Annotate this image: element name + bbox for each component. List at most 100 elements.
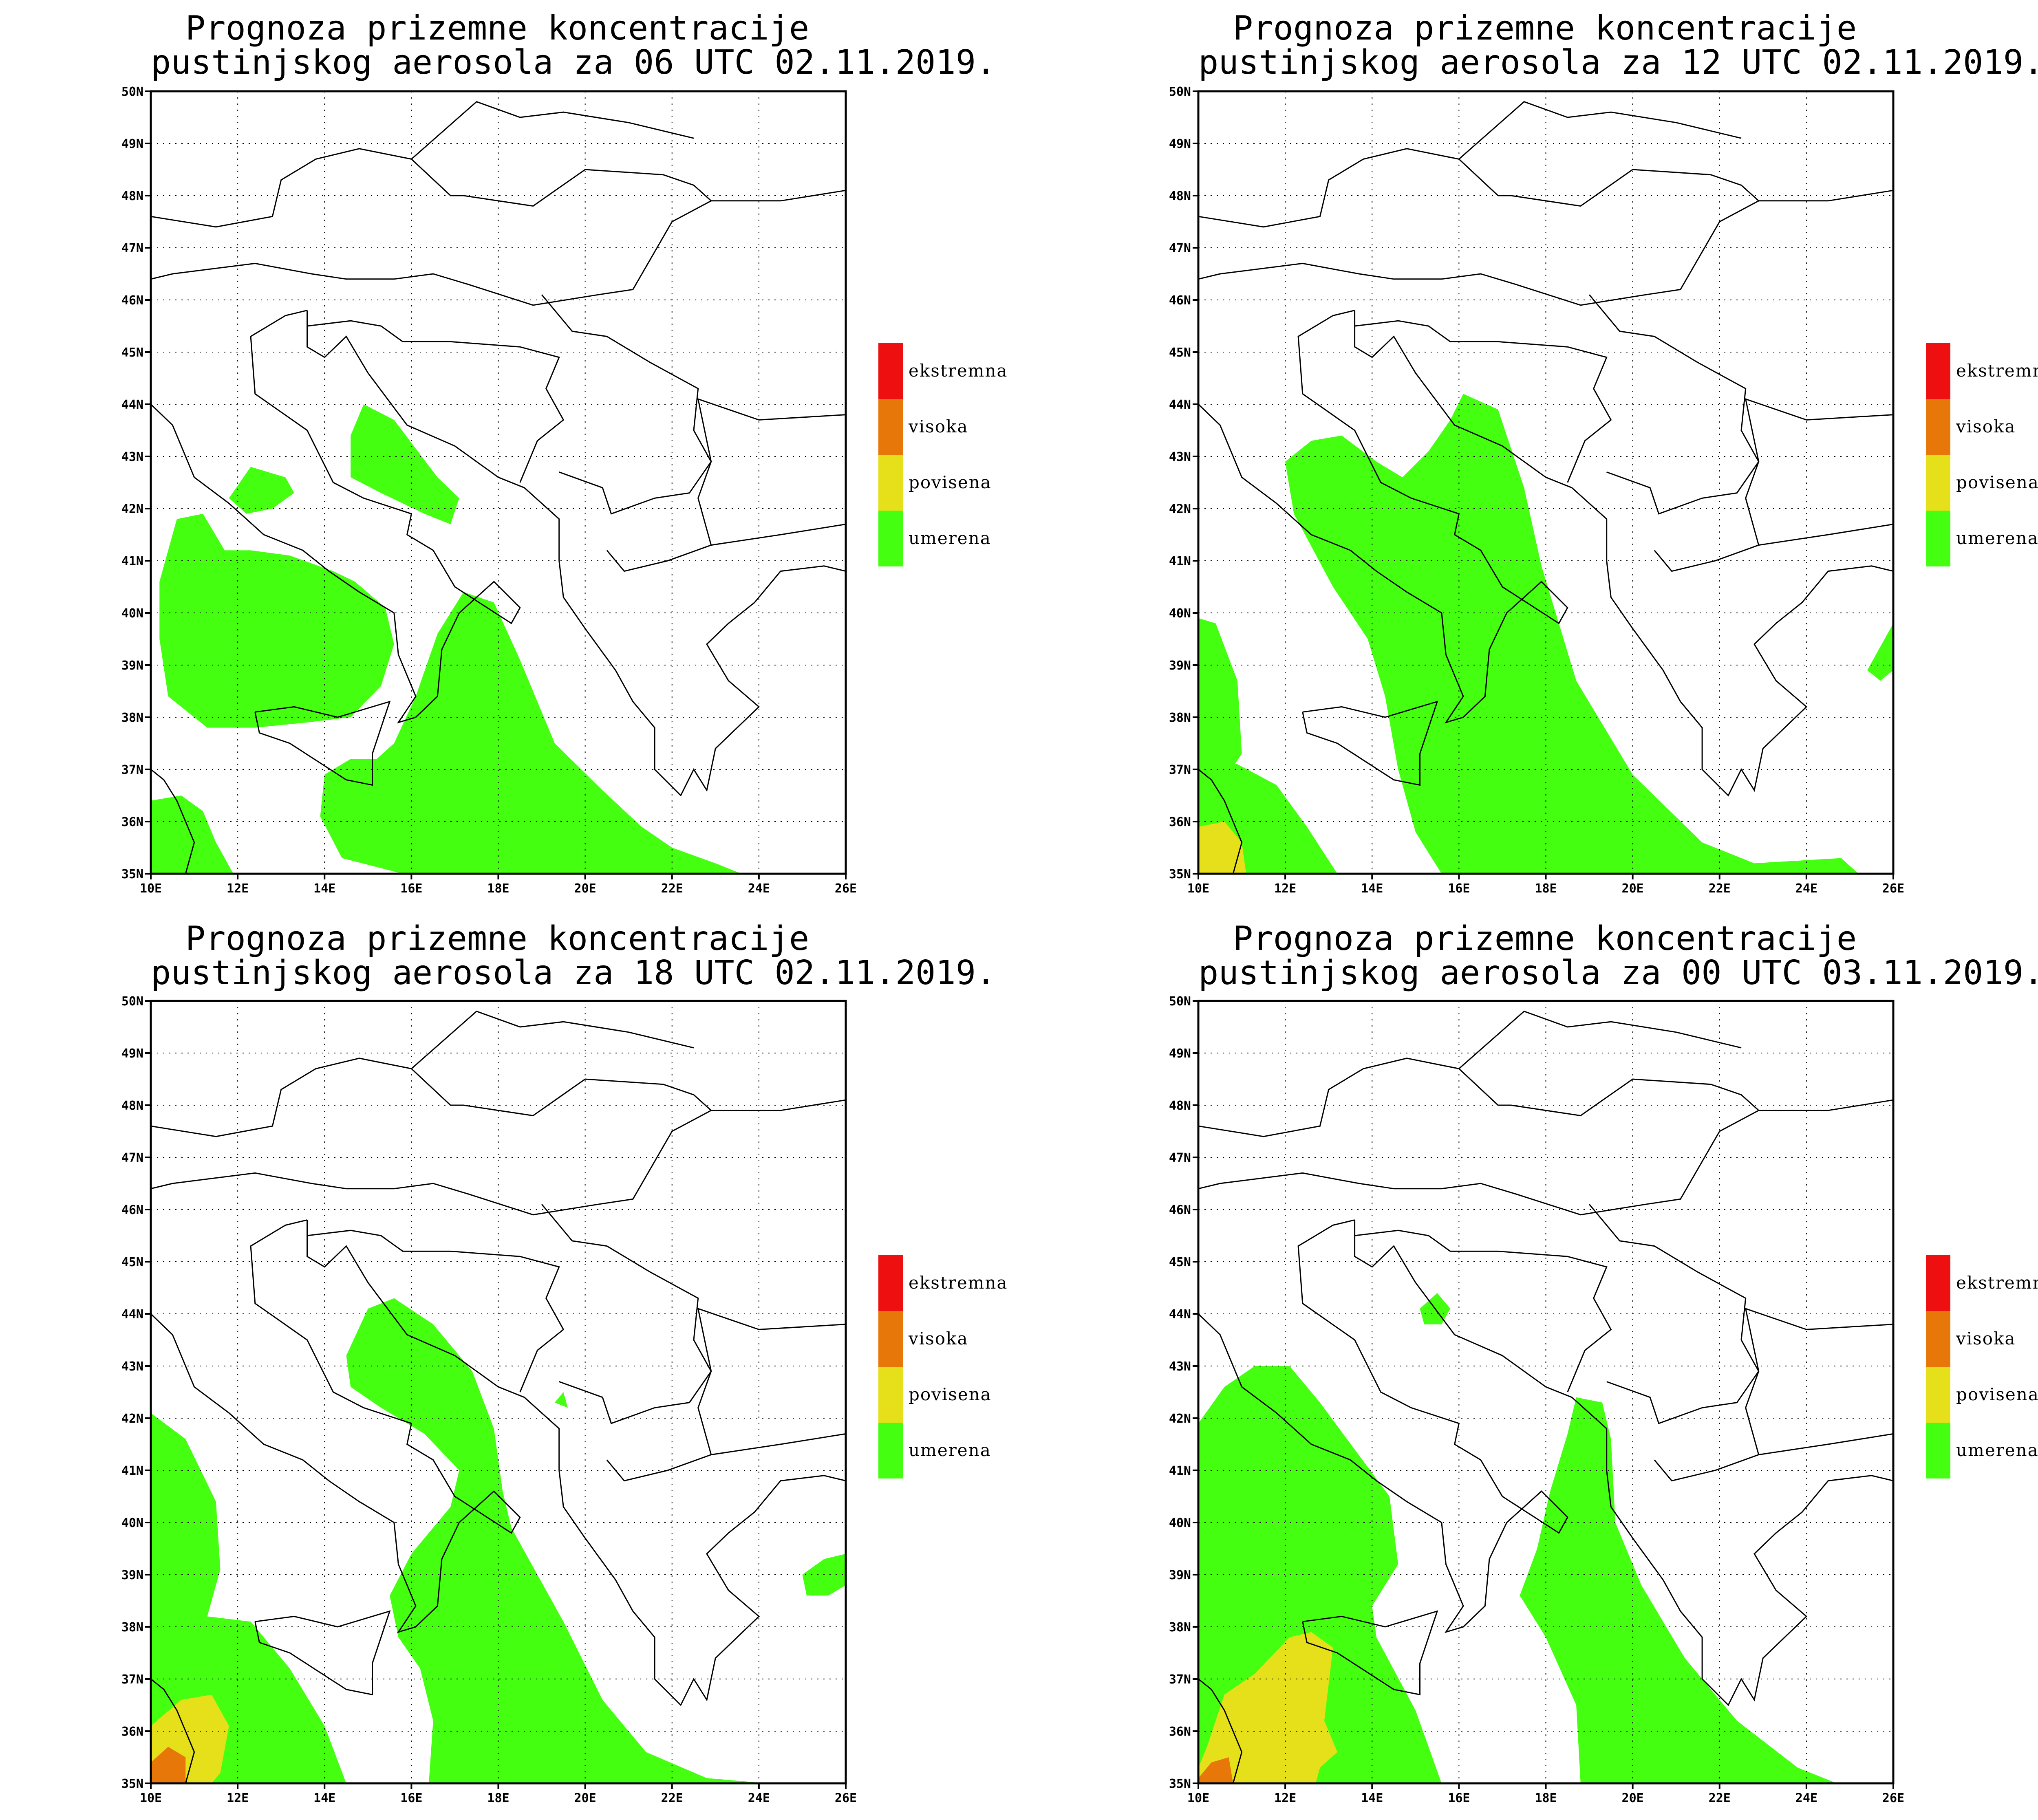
lat-tick-label: 47N <box>1169 241 1191 256</box>
lat-tick-label: 46N <box>1169 293 1191 308</box>
legend-swatch-ekstremna <box>1926 343 1950 399</box>
legend-swatch-visoka <box>878 1311 903 1367</box>
lat-tick-label: 48N <box>1169 1099 1191 1113</box>
legend-label-umerena: umerena <box>909 528 991 548</box>
map-outline <box>1458 1010 1742 1069</box>
lat-tick-label: 49N <box>121 137 143 151</box>
concentration-map: 10E 12E 14E 16E 18E 20E 22E 24E 26E 35N 36N 37N 38N 3… <box>1169 994 1904 1805</box>
legend: ekstremna visoka povisena umerena <box>1926 343 2038 571</box>
lat-tick-label: 44N <box>121 398 143 412</box>
map-outline <box>411 1010 694 1069</box>
lon-tick-label: 10E <box>140 881 162 896</box>
legend-label-povisena: povisena <box>1956 472 2038 492</box>
lon-tick-label: 22E <box>661 881 683 896</box>
concentration-area <box>555 1392 568 1408</box>
legend-label-umerena: umerena <box>1956 528 2038 548</box>
lat-tick-label: 47N <box>121 1151 143 1165</box>
title-line-2: pustinjskog aerosola za 06 UTC 02.11.201… <box>151 43 996 82</box>
lat-tick-label: 41N <box>121 554 143 568</box>
concentration-area <box>1867 623 1893 681</box>
legend-label-ekstremna: ekstremna <box>1956 1273 2038 1293</box>
map-outline <box>307 1220 846 1706</box>
lat-tick-label: 41N <box>121 1464 143 1478</box>
lat-tick-label: 37N <box>1169 1672 1191 1687</box>
lon-tick-label: 22E <box>1709 881 1731 896</box>
map-outline <box>541 294 712 515</box>
map-outline <box>697 398 846 546</box>
map-outline <box>1654 1433 1894 1482</box>
lat-tick-label: 42N <box>121 1412 143 1426</box>
lat-tick-label: 43N <box>121 450 143 464</box>
map-outline <box>1198 310 1568 724</box>
lon-tick-label: 12E <box>1274 881 1296 896</box>
map-outline <box>711 189 846 202</box>
lat-tick-label: 35N <box>1169 867 1191 881</box>
lat-tick-label: 45N <box>121 1255 143 1269</box>
lat-tick-label: 50N <box>1169 994 1191 1009</box>
legend: ekstremna visoka povisena umerena <box>1926 1255 2038 1483</box>
map-outline <box>150 1058 712 1216</box>
lon-tick-label: 24E <box>748 1791 770 1805</box>
lat-tick-label: 49N <box>1169 137 1191 151</box>
map-outline <box>150 1678 195 1784</box>
lat-tick-label: 48N <box>121 1099 143 1113</box>
legend-swatch-povisena <box>1926 1367 1950 1423</box>
map-outline <box>541 1204 712 1424</box>
lat-tick-label: 47N <box>121 241 143 256</box>
legend-label-ekstremna: ekstremna <box>1956 361 2038 381</box>
map-outline <box>1745 398 1894 546</box>
lon-tick-label: 16E <box>1448 1791 1470 1805</box>
lon-tick-label: 10E <box>1187 881 1209 896</box>
lon-tick-label: 18E <box>1535 881 1557 896</box>
legend-swatch-umerena <box>878 1423 903 1478</box>
lat-tick-label: 38N <box>1169 711 1191 725</box>
map-outline <box>1758 1099 1894 1111</box>
map-outline <box>150 1219 521 1633</box>
legend-swatch-visoka <box>878 399 903 455</box>
title-line-1: Prognoza prizemne koncentracije <box>185 9 809 48</box>
lat-tick-label: 35N <box>121 867 143 881</box>
lon-tick-label: 20E <box>574 1791 596 1805</box>
lat-tick-label: 37N <box>121 1672 143 1687</box>
lon-tick-label: 16E <box>1448 881 1470 896</box>
lat-tick-label: 35N <box>1169 1777 1191 1791</box>
legend-label-povisena: povisena <box>909 472 992 492</box>
lon-tick-label: 14E <box>313 1791 335 1805</box>
lon-tick-label: 20E <box>574 881 596 896</box>
map-outline <box>1198 769 1243 874</box>
lat-tick-label: 44N <box>121 1307 143 1322</box>
legend-label-umerena: umerena <box>1956 1440 2038 1460</box>
lon-tick-label: 22E <box>661 1791 683 1805</box>
lat-tick-label: 44N <box>1169 1307 1191 1322</box>
legend-swatch-ekstremna <box>878 343 903 399</box>
map-outline <box>1588 294 1760 515</box>
lat-tick-label: 37N <box>121 763 143 777</box>
lon-tick-label: 20E <box>1622 881 1644 896</box>
lat-tick-label: 36N <box>1169 815 1191 829</box>
lat-tick-label: 45N <box>1169 1255 1191 1269</box>
legend-label-visoka: visoka <box>1956 1329 2016 1348</box>
map-outline <box>606 523 846 572</box>
lat-tick-label: 49N <box>121 1047 143 1061</box>
map-outline <box>150 769 195 874</box>
map-outline <box>1654 523 1894 572</box>
legend-label-visoka: visoka <box>909 416 968 436</box>
map-outline <box>1198 1058 1760 1216</box>
lon-tick-label: 24E <box>1795 1791 1817 1805</box>
legend-swatch-povisena <box>878 455 903 511</box>
lat-tick-label: 39N <box>121 659 143 673</box>
map-outline <box>307 1229 565 1393</box>
legend-label-povisena: povisena <box>909 1384 992 1404</box>
lon-tick-label: 24E <box>748 881 770 896</box>
concentration-area <box>351 404 459 524</box>
legend-swatch-povisena <box>878 1367 903 1423</box>
lat-tick-label: 45N <box>121 346 143 360</box>
lat-tick-label: 39N <box>121 1568 143 1582</box>
map-outline <box>254 1610 391 1696</box>
lat-tick-label: 45N <box>1169 346 1191 360</box>
concentration-map: 10E 12E 14E 16E 18E 20E 22E 24E 26E 35N 36N 37N 38N 3… <box>121 994 857 1805</box>
legend-label-ekstremna: ekstremna <box>909 1273 1008 1293</box>
concentration-area <box>1198 1757 1233 1783</box>
lon-tick-label: 16E <box>400 881 422 896</box>
lon-tick-label: 10E <box>140 1791 162 1805</box>
